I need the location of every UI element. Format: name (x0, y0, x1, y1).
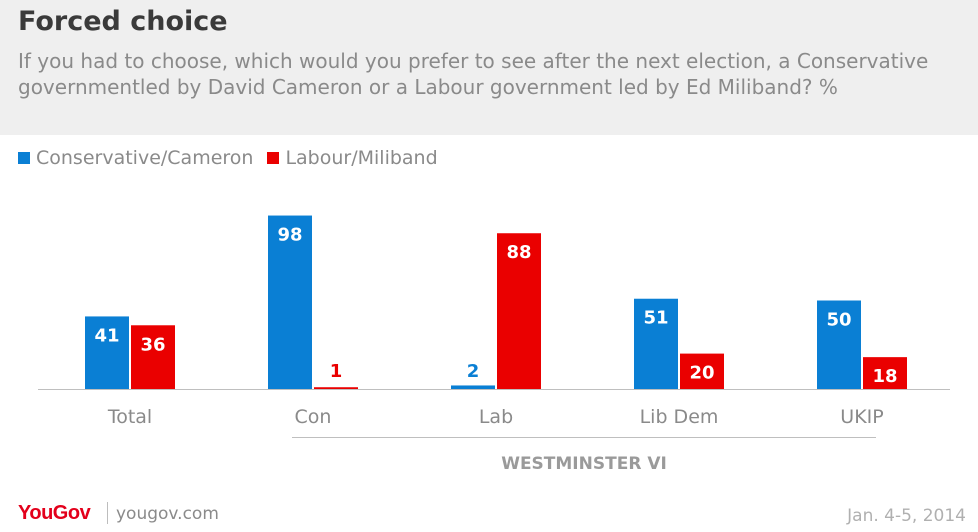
legend-label-conservative: Conservative/Cameron (36, 147, 254, 169)
bar-lab-labour (497, 233, 541, 389)
bar-chart: 41 36 Total 98 1 Con 2 88 Lab 51 20 Lib Dem 50 18 UKIP… (38, 215, 950, 474)
bar-lib-dem-conservative (634, 298, 678, 389)
data-label-lab-conservative: 2 (467, 361, 480, 382)
footer-date: Jan. 4-5, 2014 (847, 506, 966, 526)
bar-total-conservative (85, 316, 129, 389)
bar-lab-conservative (451, 385, 495, 389)
bar-con-labour (314, 387, 358, 389)
legend-label-labour: Labour/Miliband (285, 147, 438, 169)
x-tick-label-con: Con (295, 406, 332, 428)
bar-ukip-labour (863, 357, 907, 389)
legend-swatch-labour (267, 152, 280, 164)
chart-title: Forced choice (18, 6, 228, 37)
group-label-westminster-vi: WESTMINSTER VI (501, 454, 667, 474)
legend-item-conservative: Conservative/Cameron (18, 147, 253, 169)
data-label-con-conservative: 98 (277, 225, 302, 246)
chart-legend: Conservative/Cameron Labour/Miliband (18, 146, 452, 170)
bar-lib-dem-labour (680, 353, 724, 389)
bar-total-labour (131, 325, 175, 389)
data-label-lib-dem-labour: 20 (689, 363, 714, 384)
data-label-ukip-conservative: 50 (826, 310, 851, 331)
legend-item-labour: Labour/Miliband (267, 147, 438, 169)
data-label-total-conservative: 41 (94, 325, 119, 346)
yougov-logo: YouGov (18, 502, 91, 524)
x-tick-label-total: Total (107, 406, 152, 428)
footer-separator (107, 502, 108, 524)
data-label-ukip-labour: 18 (872, 366, 897, 387)
data-label-total-labour: 36 (140, 334, 165, 355)
x-tick-label-lab: Lab (479, 406, 513, 428)
bar-con-conservative (268, 215, 312, 389)
bar-ukip-conservative (817, 300, 861, 389)
chart-subtitle: If you had to choose, which would you pr… (18, 49, 929, 99)
x-tick-label-lib-dem: Lib Dem (640, 406, 719, 428)
data-label-lab-labour: 88 (506, 242, 531, 263)
legend-swatch-conservative (18, 152, 30, 164)
data-label-lib-dem-conservative: 51 (643, 308, 668, 329)
chart-header: Forced choice If you had to choose, whic… (0, 0, 978, 135)
footer-site-link[interactable]: yougov.com (116, 504, 219, 524)
data-label-con-labour: 1 (330, 361, 343, 382)
x-tick-label-ukip: UKIP (840, 406, 883, 428)
